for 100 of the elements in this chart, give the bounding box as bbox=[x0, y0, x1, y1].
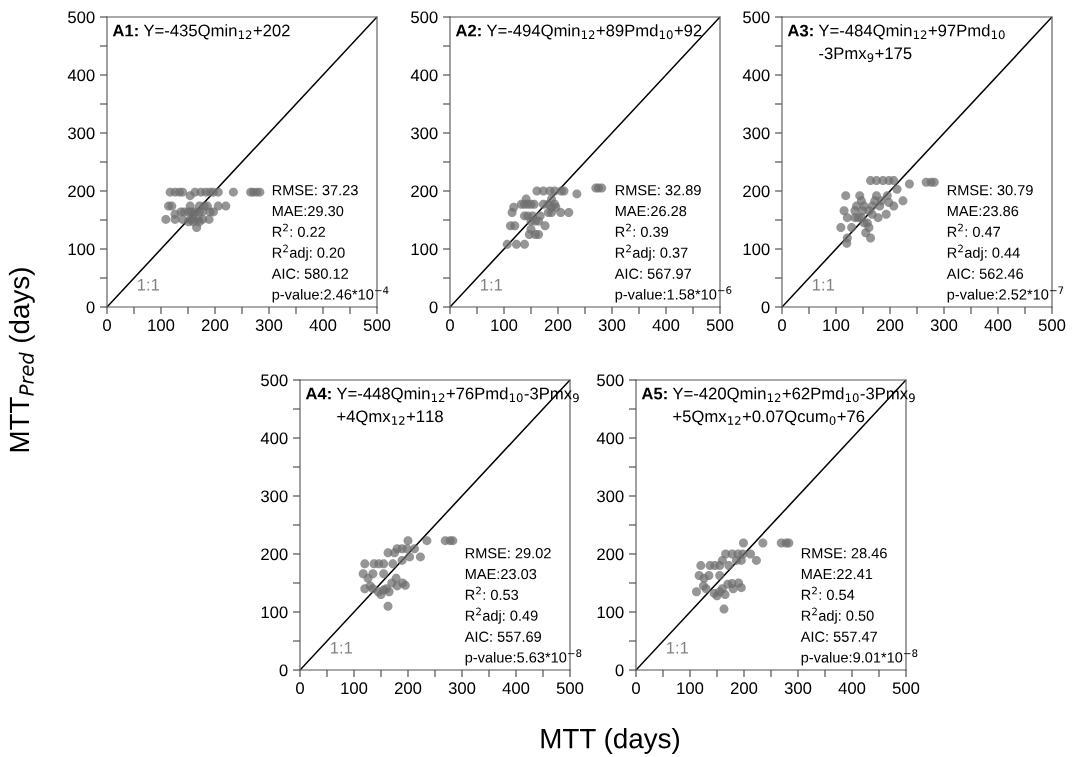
series-label: 1:1 bbox=[330, 642, 353, 654]
x-tick-label: 500 bbox=[556, 682, 584, 695]
x-tick-label: 0 bbox=[632, 682, 640, 695]
x-tick-label: 300 bbox=[448, 682, 476, 695]
y-tick-label: 200 bbox=[411, 185, 438, 198]
y-tick-label: 500 bbox=[411, 11, 438, 24]
x-tick-label: 500 bbox=[706, 319, 734, 332]
annotation: RMSE: 32.89 bbox=[615, 185, 701, 196]
y-tick-label: 100 bbox=[68, 243, 95, 256]
annotation: AIC: 580.12 bbox=[271, 268, 348, 279]
chart-title: A1: bbox=[112, 24, 138, 37]
annotation: R$^{2}$adj: 0.37 bbox=[615, 244, 688, 261]
annotation: R$^{2}$adj: 0.44 bbox=[947, 244, 1020, 261]
annotation: p-value:9.01*10$^{−8}$ bbox=[801, 649, 918, 666]
x-tick-label: 500 bbox=[892, 682, 920, 695]
chart-subtitle: Y=-494Qmin$_{12}$+89Pmd$_{10}$+92 bbox=[486, 24, 702, 40]
x-tick-label: 0 bbox=[778, 319, 786, 332]
y-tick-label: 400 bbox=[742, 69, 770, 82]
y-tick-label: 0 bbox=[279, 664, 288, 677]
annotation: p-value:1.58*10$^{−6}$ bbox=[615, 286, 732, 303]
text: Y=-484Qmin$_{12}$+97Pmd$_{10}$ -3Pmx$_{9}$+175 bbox=[818, 24, 1005, 62]
annotation: R$^{2}$adj: 0.20 bbox=[272, 244, 345, 261]
annotation: R$^{2}$: 0.22 bbox=[272, 223, 326, 238]
y-tick-label: 100 bbox=[261, 606, 288, 619]
y-tick-label: 400 bbox=[596, 432, 624, 445]
x-tick-label: 0 bbox=[103, 319, 111, 332]
annotation: RMSE: 30.79 bbox=[947, 185, 1033, 196]
chart-title: A5: bbox=[641, 387, 667, 400]
annotation: AIC: 557.47 bbox=[800, 631, 877, 642]
annotation: AIC: 562.46 bbox=[946, 268, 1024, 279]
y-tick-label: 500 bbox=[597, 374, 624, 387]
y-tick-label: 200 bbox=[743, 185, 770, 198]
x-tick-label: 0 bbox=[446, 319, 454, 332]
annotation: RMSE: 29.02 bbox=[465, 548, 551, 559]
x-tick-label: 400 bbox=[309, 319, 337, 332]
chart-title: A3: bbox=[787, 24, 813, 37]
x-tick-label: 200 bbox=[201, 319, 229, 332]
series-label: 1:1 bbox=[480, 279, 503, 291]
y-tick-label: 500 bbox=[68, 11, 95, 24]
x-tick-label: 100 bbox=[491, 319, 518, 332]
annotation: MAE:29.30 bbox=[272, 205, 344, 217]
x-tick-label: 500 bbox=[1038, 319, 1066, 332]
y-axis-title: MTT$_{Pred}$ (days) bbox=[8, 268, 35, 452]
series-label: 1:1 bbox=[812, 279, 835, 291]
y-tick-label: 400 bbox=[410, 69, 438, 82]
y-tick-label: 0 bbox=[86, 301, 95, 314]
series-label: 1:1 bbox=[666, 642, 689, 654]
y-tick-label: 100 bbox=[743, 243, 770, 256]
annotation: p-value:2.52*10$^{−7}$ bbox=[947, 286, 1064, 303]
annotation: MAE:23.86 bbox=[947, 205, 1019, 217]
x-tick-label: 200 bbox=[730, 682, 758, 695]
y-tick-label: 400 bbox=[260, 432, 288, 445]
y-tick-label: 200 bbox=[261, 548, 288, 561]
y-tick-label: 400 bbox=[67, 69, 95, 82]
y-tick-label: 100 bbox=[597, 606, 624, 619]
x-tick-label: 400 bbox=[652, 319, 680, 332]
annotation: R$^{2}$: 0.53 bbox=[465, 586, 519, 601]
annotation: MAE:26.28 bbox=[615, 205, 687, 217]
y-tick-label: 0 bbox=[615, 664, 624, 677]
chart-title: A4: bbox=[305, 387, 331, 400]
x-tick-label: 400 bbox=[838, 682, 866, 695]
x-tick-label: 300 bbox=[930, 319, 958, 332]
x-tick-label: 100 bbox=[677, 682, 704, 695]
annotation: RMSE: 28.46 bbox=[801, 548, 887, 559]
annotation: MAE:23.03 bbox=[465, 568, 537, 580]
y-tick-label: 300 bbox=[743, 127, 770, 140]
annotation: R$^{2}$: 0.39 bbox=[615, 223, 669, 238]
y-tick-label: 0 bbox=[429, 301, 438, 314]
annotation: p-value:5.63*10$^{−8}$ bbox=[465, 649, 582, 666]
annotation: MAE:22.41 bbox=[801, 568, 873, 580]
x-axis-title: MTT (days) bbox=[541, 728, 680, 754]
annotation: R$^{2}$: 0.54 bbox=[801, 586, 855, 601]
x-tick-label: 500 bbox=[363, 319, 391, 332]
x-tick-label: 300 bbox=[784, 682, 812, 695]
annotation: RMSE: 37.23 bbox=[272, 185, 358, 196]
x-tick-label: 100 bbox=[148, 319, 175, 332]
chart-title: A2: bbox=[455, 24, 481, 37]
chart-subtitle: Y=-435Qmin$_{12}$+202 bbox=[143, 24, 290, 40]
annotation: p-value:2.46*10$^{−4}$ bbox=[272, 286, 389, 303]
annotation: AIC: 557.69 bbox=[464, 631, 542, 642]
y-tick-label: 300 bbox=[261, 490, 288, 503]
annotation: R$^{2}$adj: 0.50 bbox=[801, 607, 874, 624]
series-label: 1:1 bbox=[137, 279, 160, 291]
annotation: AIC: 567.97 bbox=[614, 268, 691, 279]
x-tick-label: 200 bbox=[394, 682, 422, 695]
y-tick-label: 200 bbox=[68, 185, 95, 198]
annotation: R$^{2}$: 0.47 bbox=[947, 223, 1001, 238]
y-tick-label: 100 bbox=[411, 243, 438, 256]
y-tick-label: 300 bbox=[411, 127, 438, 140]
x-tick-label: 400 bbox=[502, 682, 530, 695]
x-tick-label: 100 bbox=[823, 319, 850, 332]
x-tick-label: 200 bbox=[876, 319, 904, 332]
x-tick-label: 400 bbox=[984, 319, 1012, 332]
y-tick-label: 0 bbox=[761, 301, 770, 314]
y-tick-label: 300 bbox=[597, 490, 624, 503]
y-tick-label: 500 bbox=[261, 374, 288, 387]
y-tick-label: 200 bbox=[597, 548, 624, 561]
x-tick-label: 200 bbox=[544, 319, 572, 332]
annotation: R$^{2}$adj: 0.49 bbox=[465, 607, 538, 624]
y-tick-label: 300 bbox=[68, 127, 95, 140]
